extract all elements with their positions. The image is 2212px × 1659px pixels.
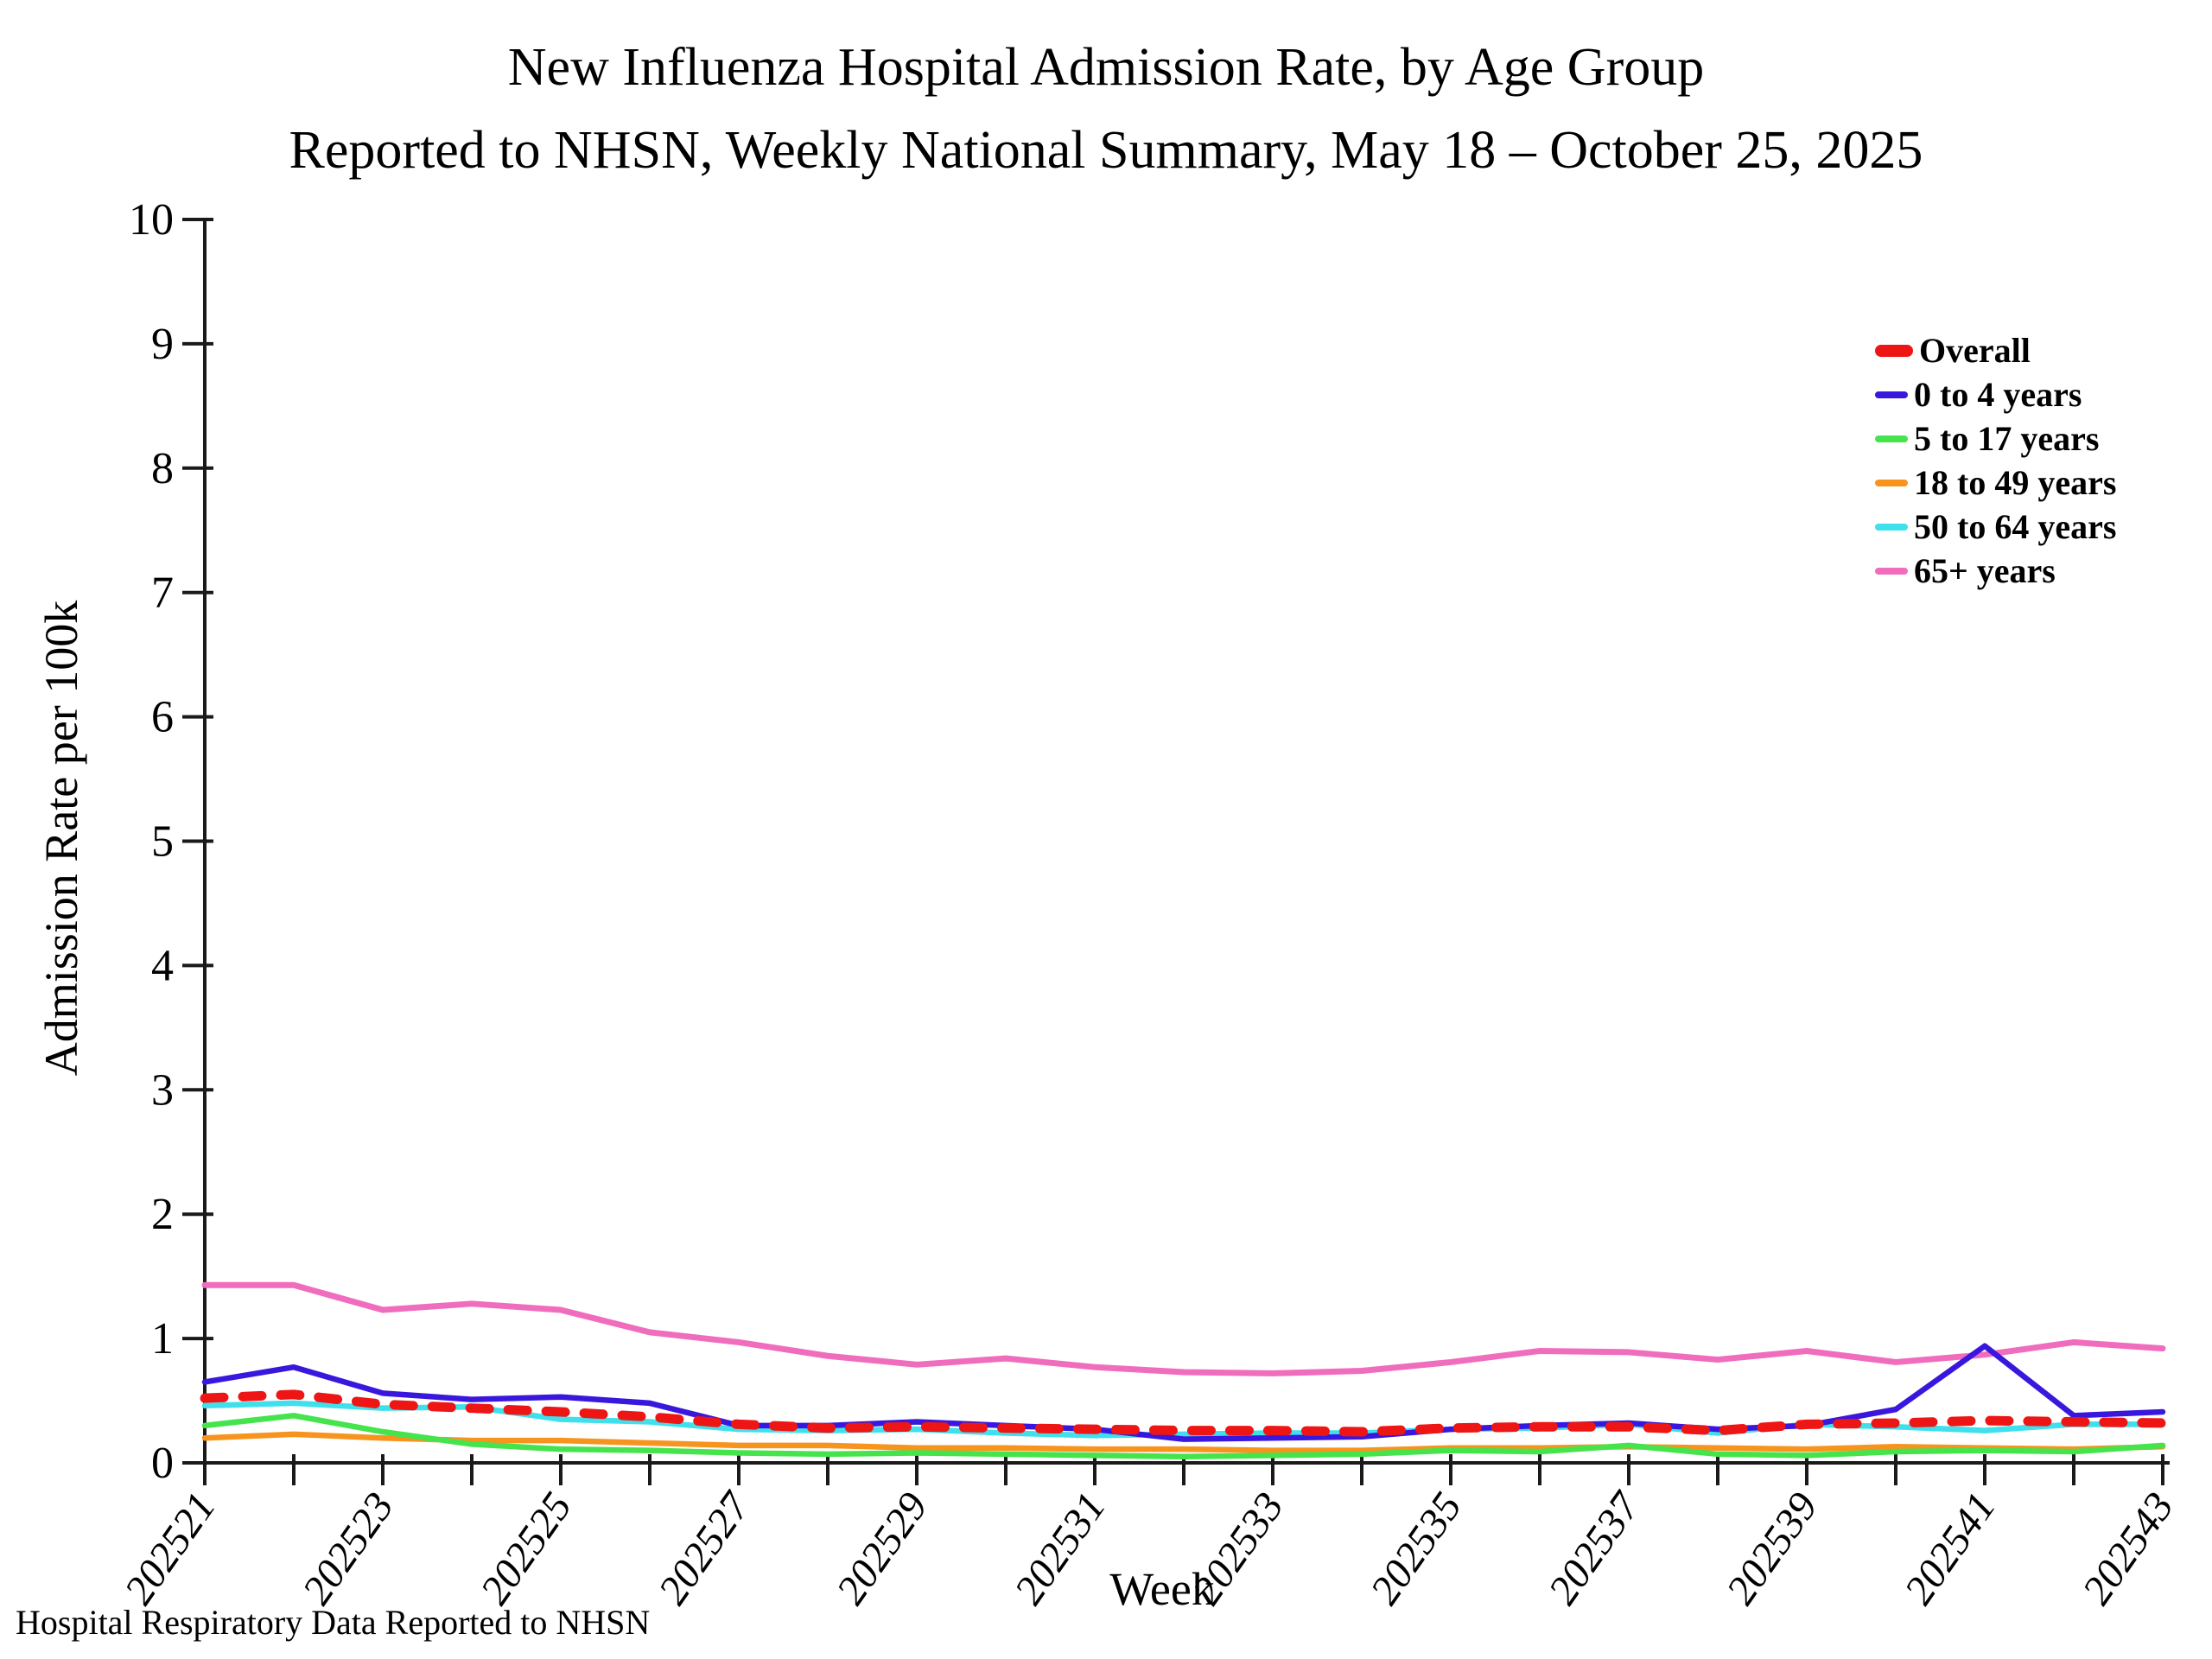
legend-swatch-overall (1875, 344, 1913, 357)
legend-swatch-50-to-64 (1875, 523, 1908, 531)
series-line-overall (200, 1389, 2168, 1437)
y-tick-label: 9 (151, 320, 174, 369)
y-tick-label: 4 (151, 941, 174, 990)
x-tick-label: 202541 (1896, 1484, 2005, 1612)
legend-label: 50 to 64 years (1914, 507, 2117, 546)
legend: Overall 0 to 4 years 5 to 17 years 18 to… (1875, 328, 2116, 593)
legend-swatch-0-to-4 (1875, 391, 1908, 398)
y-axis-title: Admission Rate per 100k (35, 600, 87, 1077)
legend-item-0-to-4: 0 to 4 years (1875, 372, 2116, 416)
series-line-5-to-17-years (201, 1413, 2166, 1460)
y-tick-label: 10 (129, 195, 174, 245)
source-note: Hospital Respiratory Data Reported to NH… (16, 1603, 651, 1642)
chart-title: New Influenza Hospital Admission Rate, b… (507, 38, 1705, 97)
series-line-65-years (201, 1281, 2166, 1376)
legend-item-18-to-49: 18 to 49 years (1875, 461, 2116, 505)
y-tick-label: 1 (151, 1314, 174, 1363)
legend-label: 65+ years (1914, 551, 2056, 590)
x-tick-label: 202539 (1718, 1484, 1827, 1612)
y-tick-label: 2 (151, 1190, 174, 1239)
x-axis-title: Week (1109, 1563, 1215, 1615)
series-line-50-to-64-years (201, 1400, 2166, 1439)
chart-subtitle: Reported to NHSN, Weekly National Summar… (289, 121, 1923, 180)
legend-item-5-to-17: 5 to 17 years (1875, 416, 2116, 461)
x-tick-label: 202525 (472, 1484, 581, 1612)
legend-item-overall: Overall (1875, 328, 2116, 372)
legend-swatch-5-to-17 (1875, 435, 1908, 442)
legend-item-50-to-64: 50 to 64 years (1875, 505, 2116, 549)
legend-label: 5 to 17 years (1914, 419, 2100, 458)
y-tick-label: 8 (151, 444, 174, 493)
x-tick-label: 202543 (2074, 1484, 2183, 1612)
legend-swatch-18-to-49 (1875, 479, 1908, 486)
legend-label: 0 to 4 years (1914, 375, 2082, 414)
series-line-18-to-49-years (201, 1431, 2166, 1453)
legend-label: 18 to 49 years (1914, 463, 2117, 502)
x-tick-label: 202523 (294, 1484, 403, 1612)
y-tick-label: 7 (151, 569, 174, 618)
y-tick-label: 5 (151, 817, 174, 867)
y-tick-label: 3 (151, 1065, 174, 1115)
x-tick-label: 202521 (116, 1484, 225, 1612)
y-tick-label: 0 (151, 1439, 174, 1488)
legend-swatch-65-plus (1875, 567, 1908, 575)
y-tick-label: 6 (151, 693, 174, 742)
legend-label: Overall (1919, 331, 2031, 370)
legend-item-65-plus: 65+ years (1875, 549, 2116, 593)
